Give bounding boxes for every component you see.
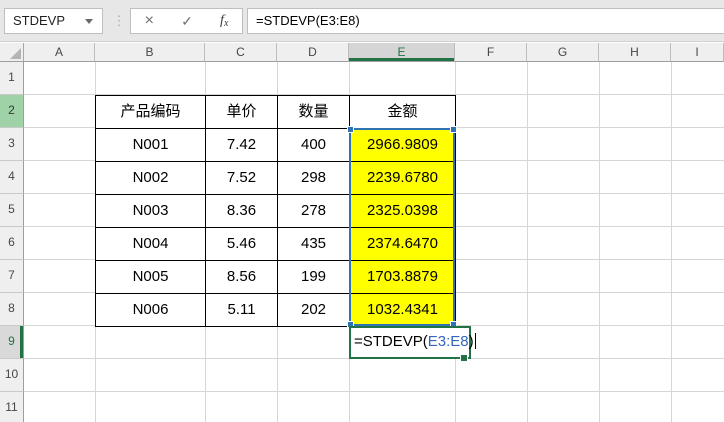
range-handle-top-left[interactable]: [347, 126, 354, 133]
insert-function-icon[interactable]: fx: [220, 12, 229, 29]
column-header-g[interactable]: G: [527, 43, 599, 62]
cell-c5[interactable]: 8.36: [206, 195, 278, 228]
cell-d3[interactable]: 400: [278, 129, 350, 162]
row-header-8[interactable]: 8: [0, 293, 24, 326]
formula-bar-strip: STDEVP ⋮ × ✓ fx =STDEVP(E3:E8): [0, 0, 724, 42]
cell-e5[interactable]: 2325.0398: [350, 195, 456, 228]
cell-b5[interactable]: N003: [96, 195, 206, 228]
column-header-h[interactable]: H: [599, 43, 671, 62]
column-header-f[interactable]: F: [455, 43, 527, 62]
enter-icon[interactable]: ✓: [181, 13, 193, 29]
cell-e3[interactable]: 2966.9809: [350, 129, 456, 162]
column-header-e-active[interactable]: E: [349, 43, 455, 62]
column-header-d[interactable]: D: [277, 43, 349, 62]
formula-reference-text: E3:E8: [427, 333, 469, 350]
cell-e4[interactable]: 2239.6780: [350, 162, 456, 195]
formula-bar-text: =STDEVP(E3:E8): [256, 13, 360, 28]
text-cursor: [474, 333, 476, 349]
cell-c6[interactable]: 5.46: [206, 228, 278, 261]
fill-handle[interactable]: [460, 354, 468, 362]
cell-d4[interactable]: 298: [278, 162, 350, 195]
cell-d7[interactable]: 199: [278, 261, 350, 294]
cell-c7[interactable]: 8.56: [206, 261, 278, 294]
column-header-a[interactable]: A: [24, 43, 95, 62]
row-header-5[interactable]: 5: [0, 194, 24, 227]
row-header-2-highlighted[interactable]: 2: [0, 95, 24, 128]
cell-c8[interactable]: 5.11: [206, 294, 278, 327]
range-handle-top-right[interactable]: [450, 126, 457, 133]
name-box[interactable]: STDEVP: [4, 8, 103, 34]
cell-c4[interactable]: 7.52: [206, 162, 278, 195]
table-header-product-code[interactable]: 产品编码: [96, 96, 206, 129]
cell-c3[interactable]: 7.42: [206, 129, 278, 162]
separator-dots-icon: ⋮: [112, 13, 126, 28]
table-header-unit-price[interactable]: 单价: [206, 96, 278, 129]
column-header-i[interactable]: I: [671, 43, 724, 62]
row-header-1[interactable]: 1: [0, 62, 24, 95]
formula-prefix: =STDEVP(: [354, 333, 428, 350]
worksheet-grid[interactable]: 产品编码 单价 数量 金额 N001 7.42 400 2966.9809 N0…: [24, 62, 724, 422]
cell-b3[interactable]: N001: [96, 129, 206, 162]
row-header-6[interactable]: 6: [0, 227, 24, 260]
cancel-icon[interactable]: ×: [144, 12, 154, 29]
cell-e7[interactable]: 1703.8879: [350, 261, 456, 294]
cell-b4[interactable]: N002: [96, 162, 206, 195]
table-header-quantity[interactable]: 数量: [278, 96, 350, 129]
row-header-4[interactable]: 4: [0, 161, 24, 194]
row-header-9-active[interactable]: 9: [0, 326, 24, 359]
cell-d6[interactable]: 435: [278, 228, 350, 261]
cell-d8[interactable]: 202: [278, 294, 350, 327]
cell-b6[interactable]: N004: [96, 228, 206, 261]
cell-e8[interactable]: 1032.4341: [350, 294, 456, 327]
cell-b7[interactable]: N005: [96, 261, 206, 294]
cell-d5[interactable]: 278: [278, 195, 350, 228]
column-header-b[interactable]: B: [95, 43, 205, 62]
select-all-corner[interactable]: [0, 43, 24, 62]
product-table: 产品编码 单价 数量 金额 N001 7.42 400 2966.9809 N0…: [95, 95, 456, 327]
table-header-amount[interactable]: 金额: [350, 96, 456, 129]
column-header-c[interactable]: C: [205, 43, 277, 62]
formula-buttons: × ✓ fx: [130, 8, 243, 34]
select-all-triangle-icon: [10, 48, 21, 59]
row-header-3[interactable]: 3: [0, 128, 24, 161]
row-header-11[interactable]: 11: [0, 392, 24, 422]
formula-suffix: ): [468, 333, 474, 350]
row-header-7[interactable]: 7: [0, 260, 24, 293]
name-box-dropdown-icon[interactable]: [85, 19, 93, 24]
formula-reference-range-border: [347, 126, 457, 328]
cell-e6[interactable]: 2374.6470: [350, 228, 456, 261]
formula-bar[interactable]: =STDEVP(E3:E8): [247, 8, 724, 34]
name-box-value: STDEVP: [13, 13, 66, 28]
row-header-10[interactable]: 10: [0, 359, 24, 392]
cell-b8[interactable]: N006: [96, 294, 206, 327]
active-cell-e9-editor[interactable]: =STDEVP(E3:E8): [349, 326, 476, 362]
